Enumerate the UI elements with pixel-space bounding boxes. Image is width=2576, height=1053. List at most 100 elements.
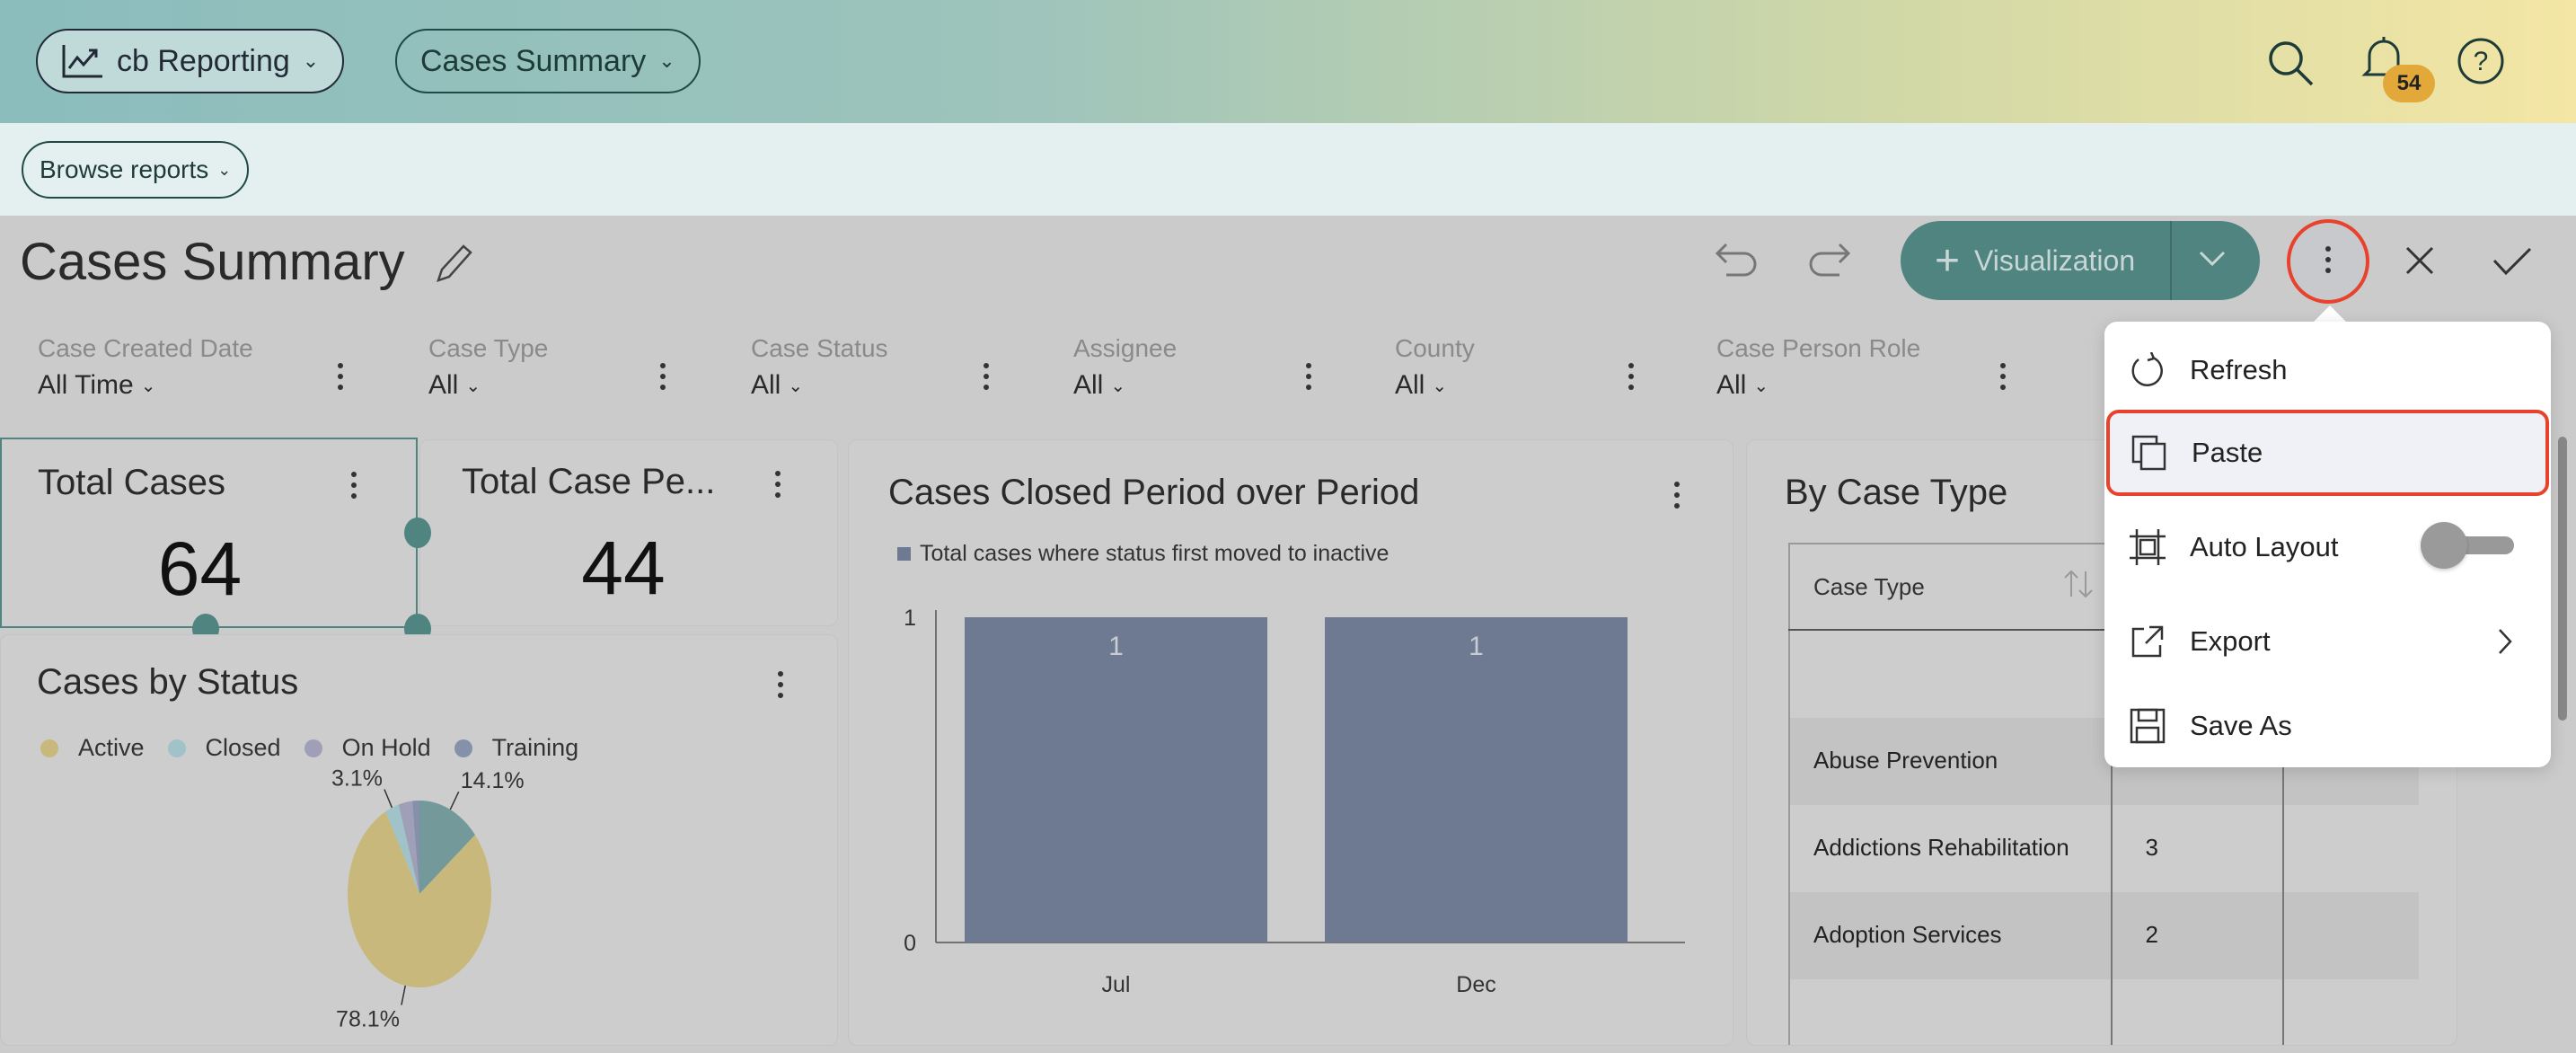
chevron-down-icon[interactable] <box>2197 248 2228 270</box>
column-header-case-type[interactable]: Case Type <box>1813 573 1925 600</box>
legend-label: Training <box>491 734 579 761</box>
total-case-persons-card[interactable]: Total Case Pe... 44 <box>419 439 838 626</box>
report-label: Cases Summary <box>420 43 647 78</box>
scrollbar[interactable] <box>2558 437 2567 721</box>
bar[interactable] <box>1325 617 1628 942</box>
edit-pencil-icon[interactable] <box>431 241 476 286</box>
filter-case-created-date[interactable]: Case Created Date All Time ⌄ <box>38 334 343 401</box>
bell-icon[interactable] <box>2360 34 2407 86</box>
help-icon[interactable]: ? <box>2456 36 2506 86</box>
filter-assignee[interactable]: Assignee All ⌄ <box>1073 334 1379 401</box>
cell-count: 3 <box>2145 834 2158 861</box>
bar-data-label: 1 <box>1469 632 1484 661</box>
cell-case-type: Adoption Services <box>1813 921 2002 948</box>
filter-value: All <box>1073 370 1104 400</box>
card-title: Total Case Pe... <box>462 462 716 501</box>
pie-slice[interactable] <box>398 801 419 894</box>
legend-item[interactable]: Active <box>40 734 145 762</box>
paste-icon <box>2131 435 2166 471</box>
undo-icon[interactable] <box>1716 241 1759 280</box>
card-options-icon[interactable] <box>777 671 784 698</box>
report-switcher[interactable]: Cases Summary ⌄ <box>395 29 701 93</box>
filter-case-type[interactable]: Case Type All ⌄ <box>428 334 734 401</box>
x-tick-label: Dec <box>1456 972 1495 997</box>
filter-options-icon[interactable] <box>1999 363 2007 390</box>
card-options-icon[interactable] <box>1673 482 1681 509</box>
page-title: Cases Summary <box>20 233 405 291</box>
pie-slice[interactable] <box>385 804 419 894</box>
pie-slice[interactable] <box>348 811 491 987</box>
chevron-down-icon: ⌄ <box>1110 376 1126 396</box>
menu-item-export[interactable]: Export <box>2104 600 2551 683</box>
pie-data-label: 3.1% <box>331 766 383 792</box>
menu-label: Save As <box>2190 710 2292 741</box>
total-cases-card[interactable]: Total Cases 64 <box>0 438 418 628</box>
legend-item[interactable]: Training <box>454 734 579 762</box>
filter-county[interactable]: County All ⌄ <box>1395 334 1700 401</box>
divider <box>1788 629 2419 631</box>
filter-options-icon[interactable] <box>983 363 990 390</box>
bar-chart: 0 1 1 Jul 1 Dec <box>904 606 1685 997</box>
filter-options-icon[interactable] <box>659 363 666 390</box>
pie-slice[interactable] <box>411 801 419 894</box>
filter-value: All <box>1395 370 1425 400</box>
cell-count: 2 <box>2145 921 2158 948</box>
filter-options-icon[interactable] <box>337 363 344 390</box>
legend-label: Total cases where status first moved to … <box>920 541 1389 566</box>
menu-label: Auto Layout <box>2190 531 2339 562</box>
visualization-label: Visualization <box>1974 243 2136 277</box>
chevron-down-icon: ⌄ <box>217 160 232 179</box>
toggle-knob[interactable] <box>2421 522 2467 569</box>
cases-closed-card: Cases Closed Period over Period Total ca… <box>848 439 1734 1046</box>
check-icon[interactable] <box>2492 246 2533 277</box>
refresh-icon <box>2131 352 2163 386</box>
menu-item-paste[interactable]: Paste <box>2106 410 2549 496</box>
chevron-down-icon: ⌄ <box>1432 376 1448 396</box>
legend-label: Active <box>78 734 145 761</box>
filter-options-icon[interactable] <box>1628 363 1635 390</box>
menu-item-refresh[interactable]: Refresh <box>2104 329 2551 411</box>
legend-dot <box>454 739 472 757</box>
card-options-icon[interactable] <box>774 471 781 498</box>
notification-badge: 54 <box>2383 65 2435 102</box>
table-row[interactable]: Addictions Rehabilitation 3 <box>1790 805 2419 892</box>
bar-legend: Total cases where status first moved to … <box>897 541 1389 567</box>
filter-case-status[interactable]: Case Status All ⌄ <box>751 334 1056 401</box>
filter-options-icon[interactable] <box>1305 363 1312 390</box>
cell-case-type: Abuse Prevention <box>1813 747 1998 774</box>
legend-dot <box>40 739 58 757</box>
app-switcher[interactable]: cb Reporting ⌄ <box>36 29 345 93</box>
filter-case-person-role[interactable]: Case Person Role All ⌄ <box>1716 334 2022 401</box>
label-leader <box>449 791 460 810</box>
filter-value: All <box>428 370 459 400</box>
divider <box>1788 543 2419 544</box>
menu-item-save-as[interactable]: Save As <box>2104 685 2551 767</box>
cell-case-type: Addictions Rehabilitation <box>1813 834 2069 861</box>
column-divider <box>2111 631 2113 1045</box>
menu-label: Refresh <box>2190 354 2288 385</box>
filter-value: All Time <box>38 370 134 400</box>
table-row[interactable]: Adoption Services 2 <box>1790 892 2419 979</box>
legend-item[interactable]: Closed <box>167 734 281 762</box>
pie-slice[interactable] <box>419 801 475 894</box>
card-title: Total Cases <box>38 463 225 502</box>
filter-label: Case Person Role <box>1716 334 1921 362</box>
browse-reports-button[interactable]: Browse reports ⌄ <box>22 141 250 199</box>
redo-icon[interactable] <box>1807 241 1850 280</box>
menu-label: Paste <box>2192 437 2263 468</box>
resize-handle[interactable] <box>404 518 431 548</box>
add-visualization-button[interactable]: + Visualization <box>1901 221 2260 300</box>
close-icon[interactable] <box>2404 244 2436 277</box>
app-label: cb Reporting <box>117 43 290 78</box>
menu-item-auto-layout[interactable]: Auto Layout <box>2104 506 2551 588</box>
svg-text:?: ? <box>2474 47 2489 76</box>
legend-item[interactable]: On Hold <box>304 734 431 762</box>
sort-icon[interactable] <box>2063 568 2094 600</box>
chevron-down-icon: ⌄ <box>302 49 320 72</box>
bar[interactable] <box>965 617 1267 942</box>
search-icon[interactable] <box>2265 38 2316 88</box>
more-options-button[interactable] <box>2287 219 2369 304</box>
total-case-persons-value: 44 <box>581 526 666 610</box>
card-title: Cases Closed Period over Period <box>888 473 1420 512</box>
card-options-icon[interactable] <box>350 472 357 499</box>
